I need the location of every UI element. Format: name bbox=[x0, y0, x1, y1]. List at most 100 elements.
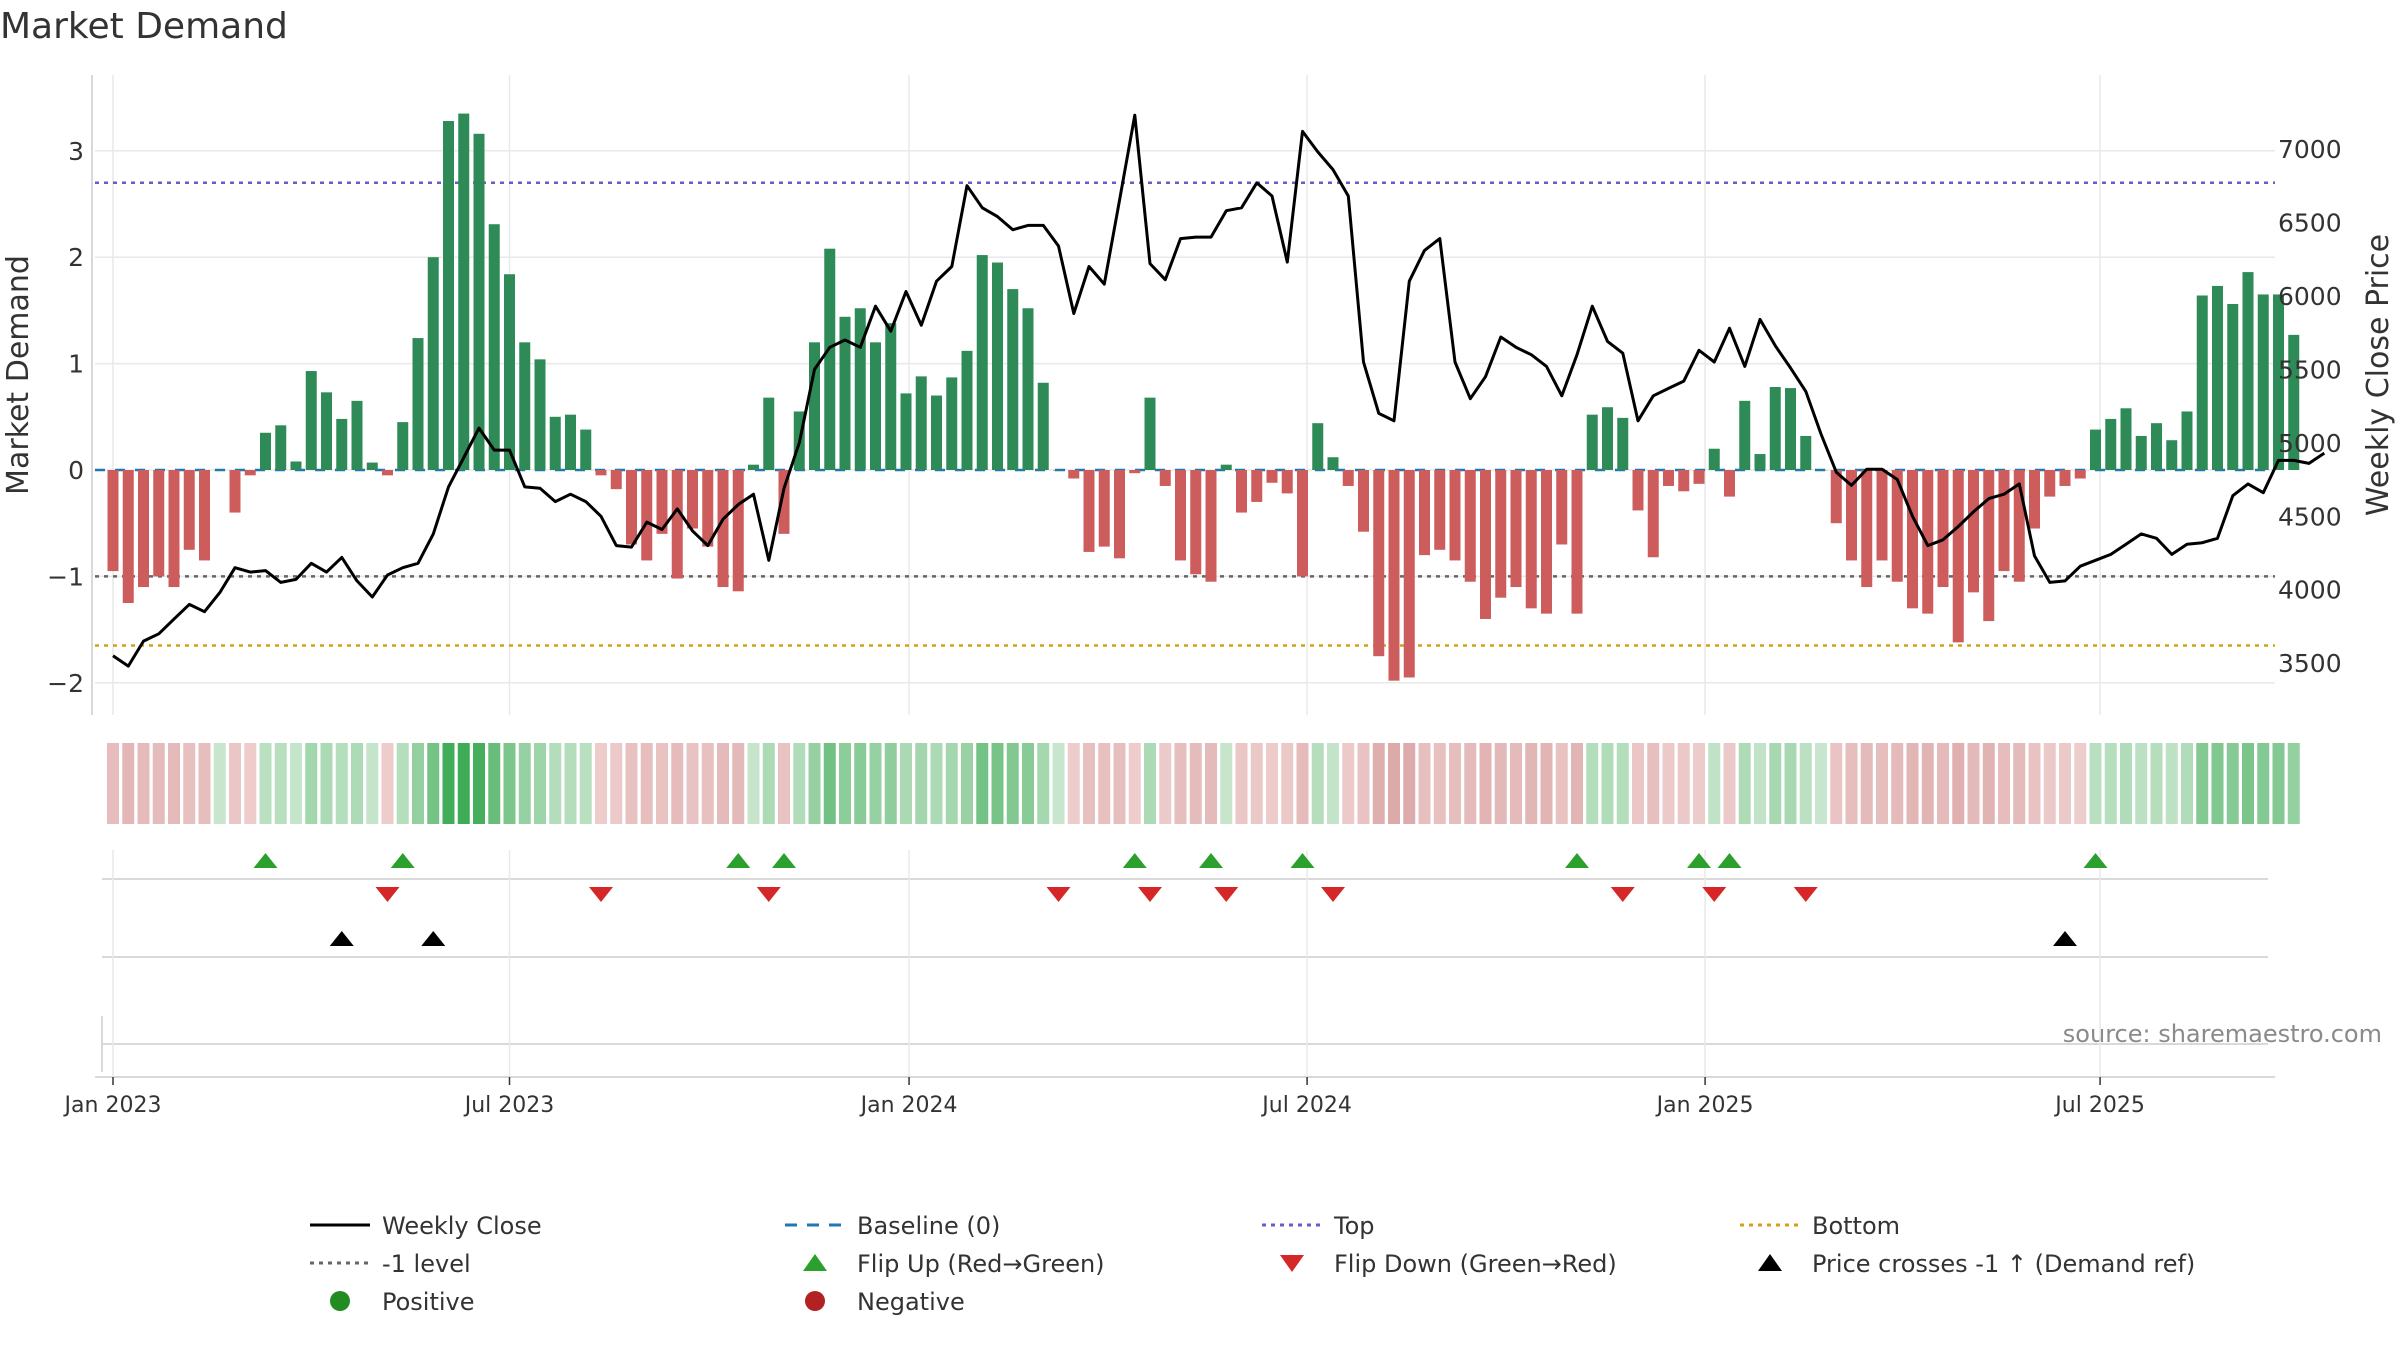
heat-cell bbox=[1830, 743, 1843, 824]
heat-cell bbox=[1586, 743, 1599, 824]
demand-bar bbox=[1327, 457, 1339, 470]
y-tick-label-right: 4000 bbox=[2278, 576, 2342, 605]
y-tick-label-left: 1 bbox=[68, 350, 84, 379]
heat-cell bbox=[1937, 743, 1949, 824]
heat-cell bbox=[1632, 743, 1644, 824]
x-tick-label: Jan 2025 bbox=[1655, 1093, 1754, 1118]
legend-label: Flip Up (Red→Green) bbox=[857, 1250, 1105, 1278]
heat-cell bbox=[1723, 743, 1736, 824]
demand-bar bbox=[732, 470, 744, 592]
demand-bar bbox=[1952, 470, 1964, 643]
heat-cell bbox=[1006, 743, 1019, 824]
demand-bar bbox=[1205, 470, 1217, 582]
heat-cell bbox=[1555, 743, 1568, 824]
demand-bar bbox=[1632, 470, 1644, 511]
heat-cell bbox=[869, 743, 882, 824]
demand-bar bbox=[397, 422, 409, 470]
legend-label: -1 level bbox=[382, 1250, 471, 1278]
demand-bar bbox=[1037, 382, 1049, 470]
heat-cell bbox=[305, 743, 318, 824]
x-tick-label: Jul 2024 bbox=[1260, 1093, 1352, 1118]
legend-label: Price crosses -1 ↑ (Demand ref) bbox=[1812, 1250, 2195, 1278]
heat-cell bbox=[198, 743, 211, 824]
heat-cell bbox=[1159, 743, 1172, 824]
flip-down-marker bbox=[1321, 887, 1345, 902]
heat-cell bbox=[1388, 743, 1400, 824]
demand-bar bbox=[839, 316, 851, 470]
heat-cell bbox=[1738, 743, 1751, 824]
demand-bar bbox=[244, 470, 256, 476]
demand-bar bbox=[1114, 470, 1125, 559]
heat-cell bbox=[320, 743, 333, 824]
heat-cell bbox=[351, 743, 363, 824]
demand-bar bbox=[671, 470, 683, 579]
demand-bar bbox=[1617, 417, 1629, 470]
heat-cell bbox=[930, 743, 943, 824]
demand-bar bbox=[1373, 470, 1385, 657]
circle-icon bbox=[330, 1291, 350, 1311]
demand-bar bbox=[1968, 470, 1979, 593]
heat-cell bbox=[1998, 743, 2010, 824]
heat-cell bbox=[183, 743, 196, 824]
heat-cell bbox=[335, 743, 348, 824]
demand-bar bbox=[626, 470, 637, 545]
demand-bar bbox=[1846, 470, 1857, 561]
demand-bar bbox=[1098, 470, 1110, 547]
flip-down-marker bbox=[756, 887, 781, 902]
demand-bar bbox=[992, 262, 1003, 470]
heat-cell bbox=[1754, 743, 1766, 824]
heat-cell bbox=[1662, 743, 1675, 824]
heat-cell bbox=[1372, 743, 1385, 824]
heat-cell bbox=[793, 743, 806, 824]
heat-cell bbox=[961, 743, 973, 824]
demand-bar bbox=[854, 308, 866, 470]
demand-bar bbox=[702, 470, 714, 547]
demand-bar bbox=[1769, 387, 1781, 470]
demand-bar bbox=[1266, 470, 1278, 483]
flip-down-marker bbox=[1046, 887, 1071, 902]
heat-cell bbox=[1296, 743, 1309, 824]
heat-cell bbox=[778, 743, 790, 824]
triangle-up-icon bbox=[1758, 1254, 1782, 1271]
x-tick-label: Jan 2023 bbox=[63, 1093, 162, 1118]
flip-up-marker bbox=[2083, 853, 2108, 868]
legend-label: Flip Down (Green→Red) bbox=[1334, 1250, 1617, 1278]
demand-bar bbox=[1007, 289, 1019, 470]
heat-cell bbox=[808, 743, 821, 824]
heat-cell bbox=[1784, 743, 1797, 824]
demand-bar bbox=[809, 342, 820, 470]
demand-bar bbox=[549, 416, 561, 470]
demand-bar bbox=[2090, 429, 2101, 470]
heat-cell bbox=[1433, 743, 1446, 824]
demand-bar bbox=[275, 425, 287, 470]
heat-cell bbox=[1327, 743, 1339, 824]
heat-cell bbox=[2272, 743, 2285, 824]
y-tick-label-right: 4500 bbox=[2278, 502, 2342, 531]
heat-cell bbox=[1235, 743, 1248, 824]
heat-cell bbox=[1860, 743, 1873, 824]
demand-bar bbox=[1449, 470, 1461, 561]
demand-bar bbox=[1678, 470, 1690, 492]
y-tick-label-right: 6500 bbox=[2278, 208, 2342, 237]
heat-cell bbox=[244, 743, 257, 824]
demand-bar bbox=[946, 377, 958, 470]
demand-bar bbox=[2029, 470, 2040, 529]
demand-bar bbox=[1922, 470, 1934, 614]
heat-cell bbox=[762, 743, 775, 824]
heat-cell bbox=[2181, 743, 2193, 824]
demand-bar bbox=[870, 342, 881, 470]
demand-bar bbox=[1464, 470, 1476, 582]
heat-cell bbox=[290, 743, 302, 824]
weekly-close-line bbox=[112, 113, 2326, 668]
x-tick-label: Jul 2023 bbox=[463, 1093, 555, 1118]
legend-label: Bottom bbox=[1812, 1212, 1900, 1240]
demand-bar bbox=[1907, 470, 1918, 609]
triangle-down-icon bbox=[1280, 1255, 1304, 1272]
demand-bar bbox=[1159, 470, 1171, 486]
heat-cell bbox=[366, 743, 379, 824]
legend-label: Positive bbox=[382, 1288, 475, 1316]
demand-bar bbox=[976, 255, 988, 470]
demand-bar bbox=[1861, 470, 1873, 588]
heat-cell bbox=[2135, 743, 2148, 824]
legend-label: Negative bbox=[857, 1288, 965, 1316]
